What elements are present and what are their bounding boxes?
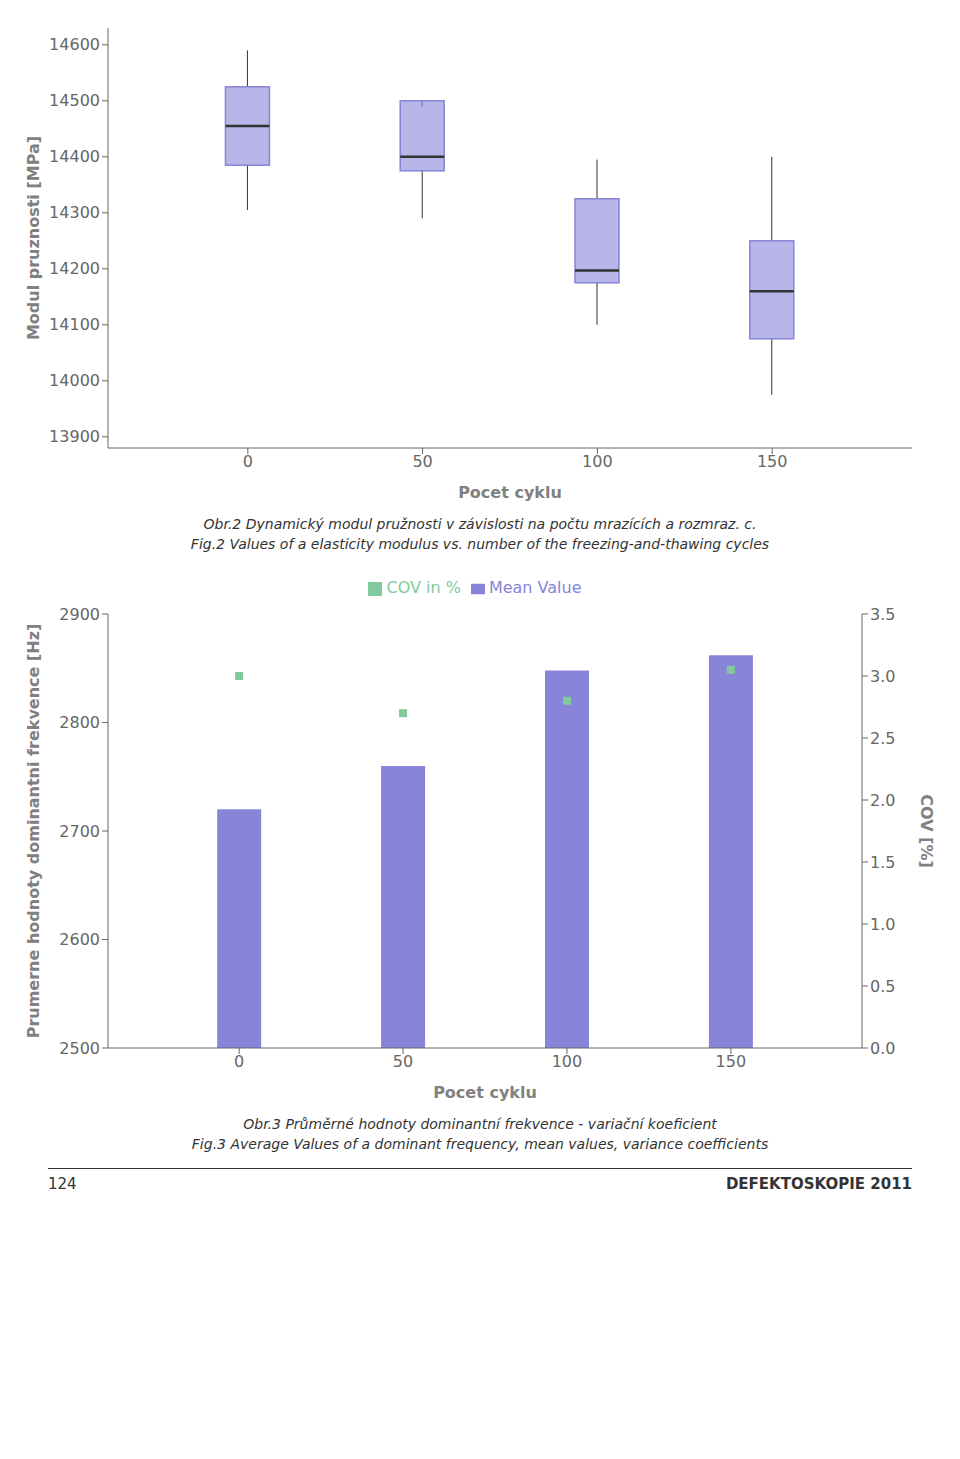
svg-text:0: 0 [243,452,253,471]
svg-text:COV [%]: COV [%] [917,794,936,868]
svg-text:14300: 14300 [49,203,100,222]
svg-text:2.0: 2.0 [870,791,895,810]
svg-text:150: 150 [757,452,788,471]
svg-text:Prumerne hodnoty dominantni fr: Prumerne hodnoty dominantni frekvence [H… [24,624,43,1039]
svg-text:0.5: 0.5 [870,977,895,996]
svg-text:0: 0 [234,1052,244,1071]
svg-text:Pocet cyklu: Pocet cyklu [458,483,562,502]
html-text:Fig.3 Average Values of a domi: Fig.3 Average Values of a dominant frequ… [191,1136,769,1152]
svg-text:14000: 14000 [49,371,100,390]
svg-text:2900: 2900 [59,605,100,624]
svg-text:100: 100 [582,452,613,471]
svg-text:50: 50 [412,452,432,471]
svg-text:2500: 2500 [59,1039,100,1058]
svg-text:14400: 14400 [49,147,100,166]
svg-text:150: 150 [716,1052,747,1071]
svg-text:Pocet cyklu: Pocet cyklu [433,1083,537,1102]
svg-text:2800: 2800 [59,713,100,732]
html-text:124: 124 [48,1175,77,1193]
svg-text:14100: 14100 [49,315,100,334]
html-text:Fig.2 Values of a elasticity m: Fig.2 Values of a elasticity modulus vs.… [190,536,770,552]
svg-text:2.5: 2.5 [870,729,895,748]
svg-text:14200: 14200 [49,259,100,278]
svg-text:0.0: 0.0 [870,1039,895,1058]
svg-text:14500: 14500 [49,91,100,110]
html-text:DEFEKTOSKOPIE 2011: DEFEKTOSKOPIE 2011 [725,1175,912,1193]
html-text:Mean Value: Mean Value [488,578,582,597]
svg-text:100: 100 [552,1052,583,1071]
html-text:Obr.2 Dynamický modul pružnost: Obr.2 Dynamický modul pružnosti v závisl… [203,516,757,532]
svg-text:50: 50 [393,1052,413,1071]
svg-text:3.5: 3.5 [870,605,895,624]
svg-text:3.0: 3.0 [870,667,895,686]
html-text:COV in %: COV in % [386,578,461,597]
svg-text:14600: 14600 [49,35,100,54]
svg-text:1.5: 1.5 [870,853,895,872]
svg-text:13900: 13900 [49,427,100,446]
svg-text:Modul pruznosti [MPa]: Modul pruznosti [MPa] [24,136,43,340]
html-text:Obr.3 Průměrné hodnoty dominan: Obr.3 Průměrné hodnoty dominantní frekve… [243,1116,717,1132]
svg-text:2600: 2600 [59,930,100,949]
svg-text:1.0: 1.0 [870,915,895,934]
svg-text:2700: 2700 [59,822,100,841]
